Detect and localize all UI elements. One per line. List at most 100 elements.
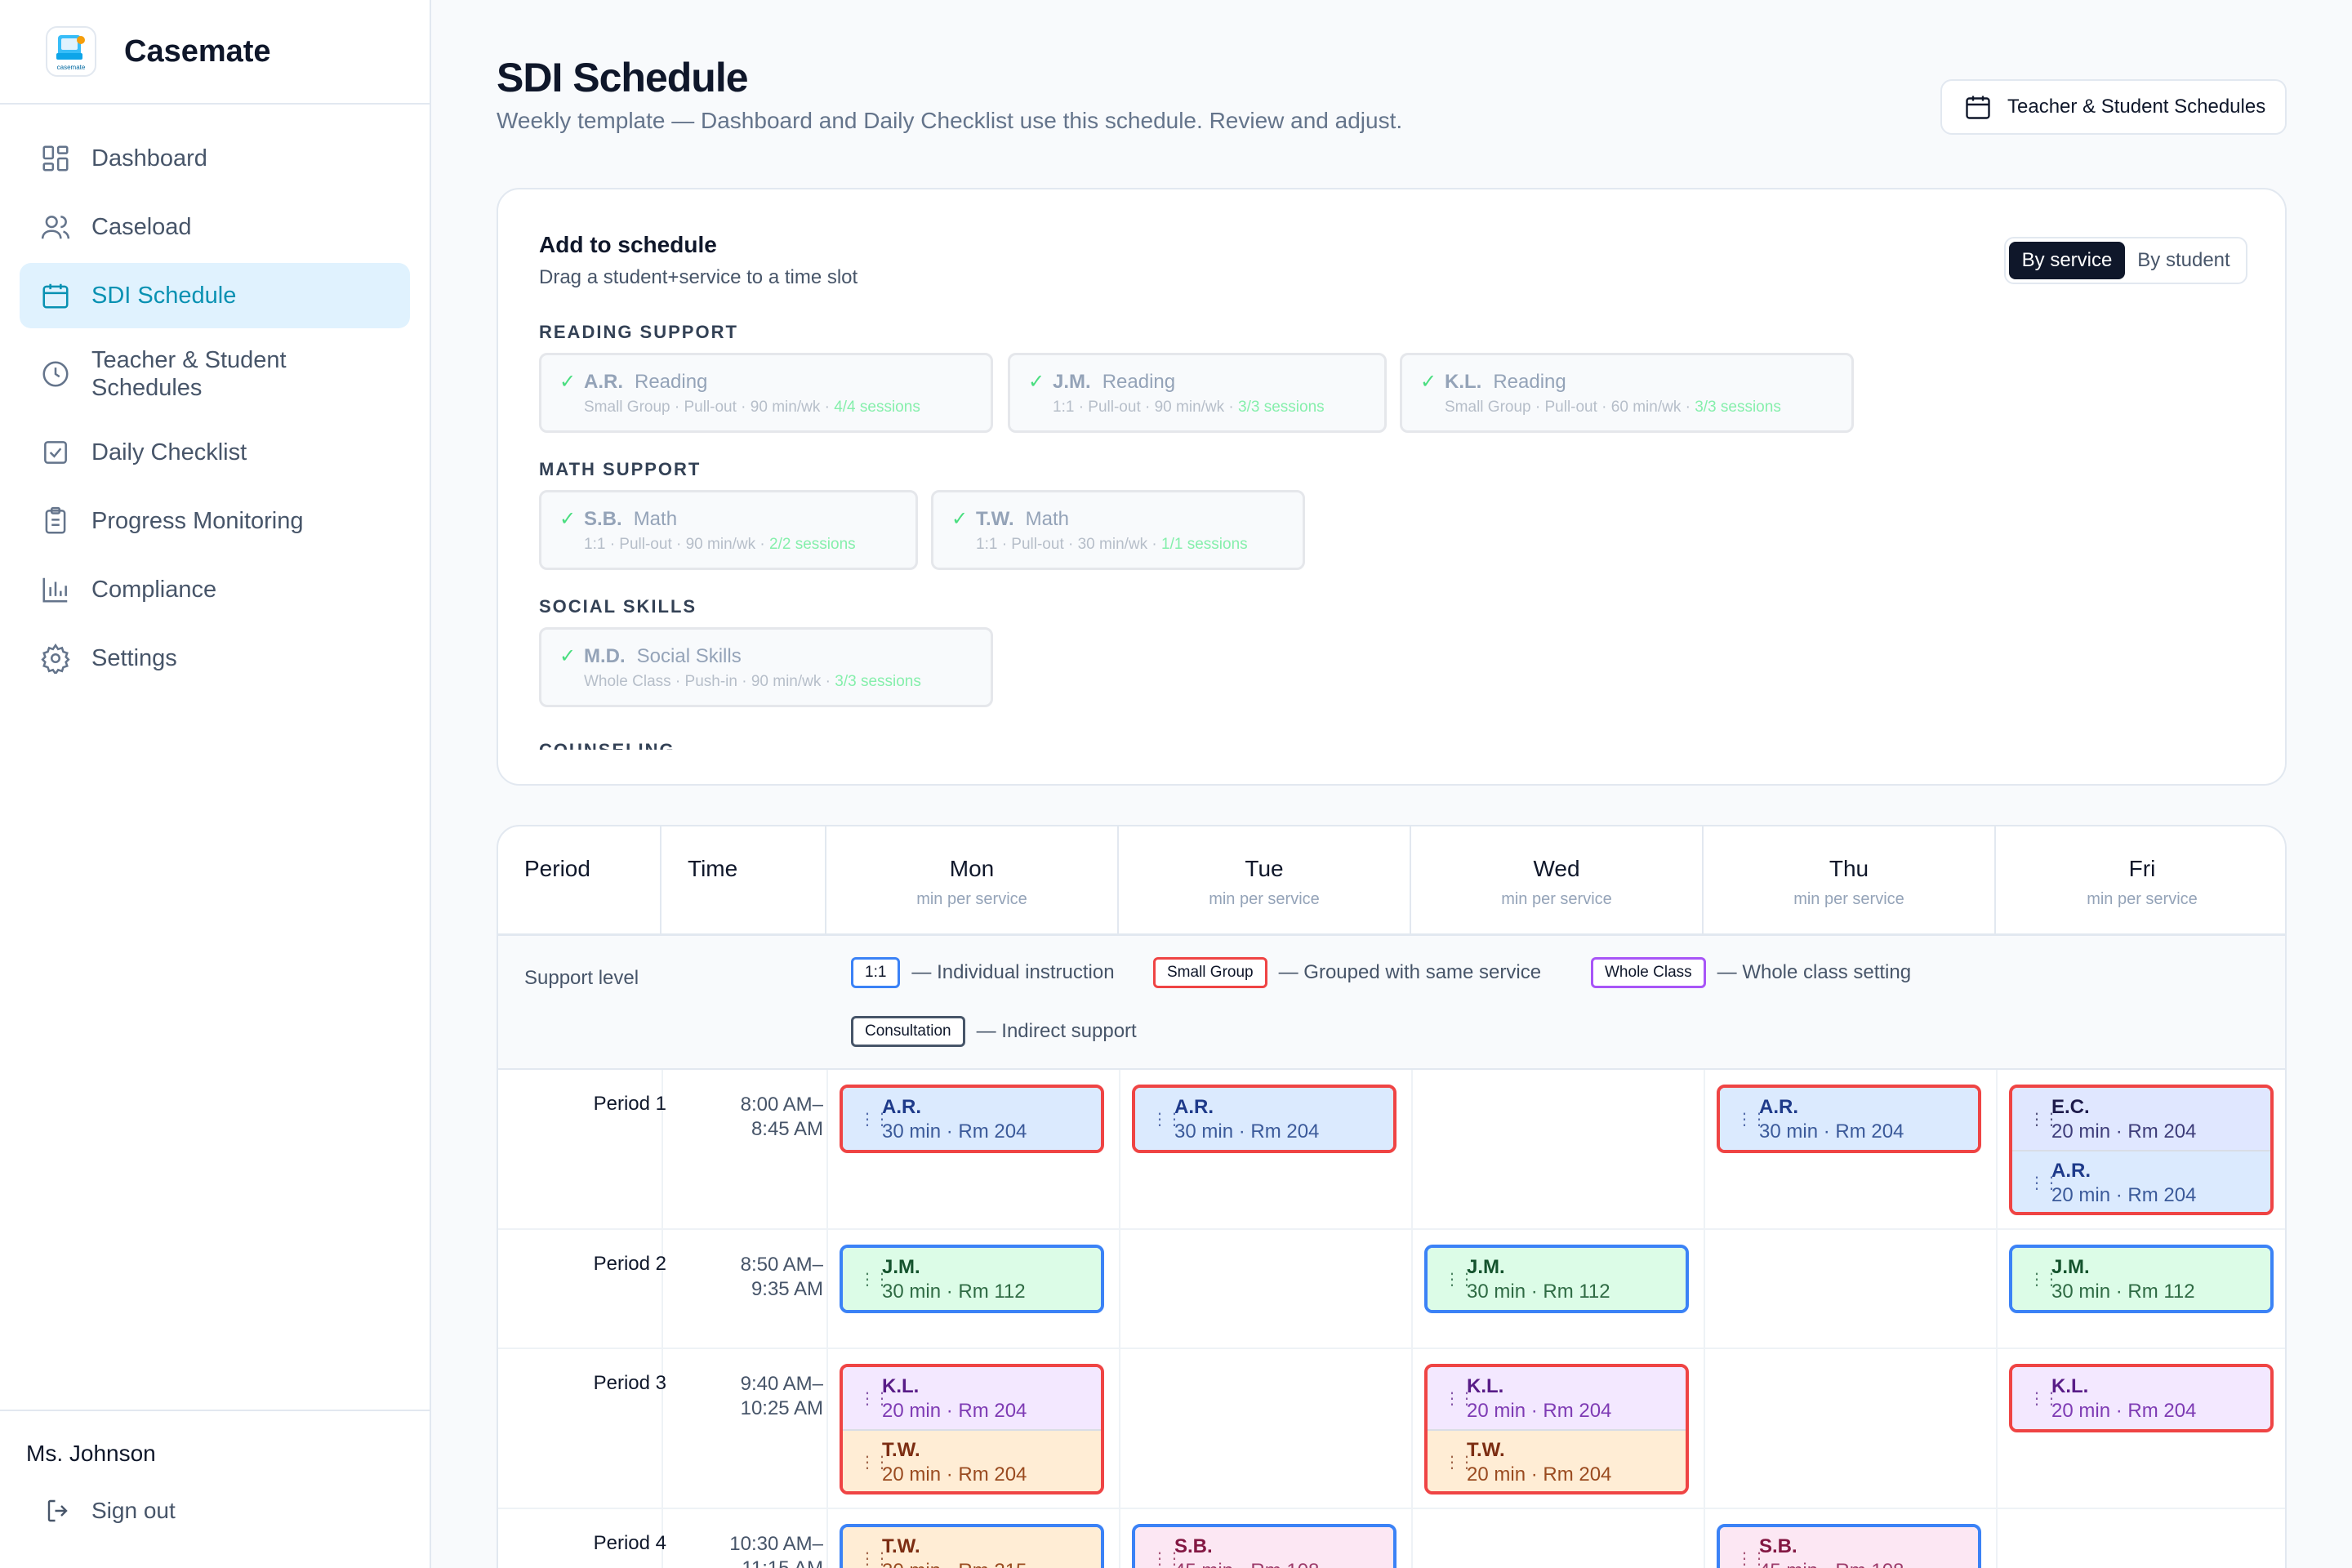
- entry-detail: 20 min · Rm 204: [2051, 1120, 2197, 1143]
- legend-whole-class: Whole Class — Whole class setting: [1591, 957, 1911, 988]
- service-chip[interactable]: ✓ J.M. Reading 1:1 · Pull-out · 90 min/wk …: [1008, 353, 1387, 433]
- sidebar-item-dashboard[interactable]: Dashboard: [20, 126, 410, 191]
- sidebar-item-compliance[interactable]: Compliance: [20, 557, 410, 622]
- chip-meta: 1:1 · Pull-out · 90 min/wk ·: [1053, 399, 1234, 416]
- teacher-student-schedules-button[interactable]: Teacher & Student Schedules: [1940, 79, 2287, 135]
- schedule-slot[interactable]: ⋮⋮ A.R. 30 min · Rm 204: [1717, 1085, 1981, 1153]
- tag-whole-class: Whole Class: [1591, 957, 1706, 988]
- check-icon: ✓: [559, 508, 577, 530]
- day-sub: min per service: [916, 890, 1027, 908]
- app-name: Casemate: [124, 33, 271, 69]
- slot-entry[interactable]: ⋮⋮ K.L. 20 min · Rm 204: [2012, 1367, 2270, 1429]
- calendar-icon: [39, 279, 72, 312]
- entry-detail: 20 min · Rm 204: [1467, 1400, 1612, 1422]
- slot-entry[interactable]: ⋮⋮ A.R. 30 min · Rm 204: [1135, 1088, 1393, 1150]
- time-start: 8:00 AM–: [740, 1094, 823, 1116]
- day-name: Wed: [1533, 856, 1580, 881]
- sign-out-button[interactable]: Sign out: [26, 1496, 430, 1526]
- schedule-slot[interactable]: ⋮⋮S.B. 45 min · Rm 108: [1132, 1524, 1396, 1568]
- chip-student: T.W.: [976, 507, 1014, 530]
- drag-handle-icon[interactable]: ⋮⋮: [1736, 1550, 1767, 1568]
- legend-consultation: Consultation — Indirect support: [851, 1016, 1137, 1047]
- slot-entry[interactable]: ⋮⋮S.B. 45 min · Rm 108: [1135, 1527, 1393, 1568]
- slot-entry[interactable]: ⋮⋮ A.R. 30 min · Rm 204: [1720, 1088, 1978, 1150]
- entry-detail: 30 min · Rm 215: [882, 1560, 1101, 1568]
- service-chip[interactable]: ✓ A.R. Reading Small Group · Pull-out · 90…: [539, 353, 993, 433]
- slot-entry[interactable]: ⋮⋮S.B. 45 min · Rm 108: [1720, 1527, 1978, 1568]
- time-end: 8:45 AM: [751, 1118, 823, 1140]
- sidebar-item-caseload[interactable]: Caseload: [20, 194, 410, 260]
- calendar-icon: [1966, 96, 1990, 119]
- legend-individual: 1:1 — Individual instruction: [851, 957, 1115, 988]
- slot-entry[interactable]: ⋮⋮T.W. 30 min · Rm 215: [843, 1527, 1101, 1568]
- drag-handle-icon[interactable]: ⋮⋮: [2029, 1111, 2060, 1129]
- time-end: 10:25 AM: [740, 1397, 823, 1419]
- sidebar-item-sdi-schedule[interactable]: SDI Schedule: [20, 263, 410, 328]
- slot-entry[interactable]: ⋮⋮ K.L. 20 min · Rm 204: [1428, 1367, 1686, 1429]
- slot-entry[interactable]: ⋮⋮ T.W. 20 min · Rm 204: [843, 1429, 1101, 1491]
- sidebar-item-teacher-student-schedules[interactable]: Teacher & Student Schedules: [20, 332, 410, 416]
- sidebar-item-label: Compliance: [91, 577, 217, 603]
- app-logo[interactable]: casemate: [46, 26, 96, 77]
- schedule-slot[interactable]: ⋮⋮ A.R. 30 min · Rm 204: [840, 1085, 1104, 1153]
- chip-sessions: 4/4 sessions: [834, 399, 920, 416]
- legend-desc: — Indirect support: [976, 1020, 1137, 1042]
- slot-entry[interactable]: ⋮⋮ J.M. 30 min · Rm 112: [2012, 1248, 2270, 1310]
- sidebar-item-daily-checklist[interactable]: Daily Checklist: [20, 420, 410, 485]
- entry-student: K.L.: [2051, 1375, 2089, 1397]
- schedule-slot[interactable]: ⋮⋮ E.C. 20 min · Rm 204 ⋮⋮ A.R. 20 min · Rm …: [2009, 1085, 2274, 1215]
- drag-handle-icon[interactable]: ⋮⋮: [2029, 1174, 2060, 1192]
- drag-handle-icon[interactable]: ⋮⋮: [1444, 1271, 1475, 1289]
- drag-handle-icon[interactable]: ⋮⋮: [859, 1390, 890, 1408]
- day-name: Mon: [949, 856, 995, 881]
- drag-handle-icon[interactable]: ⋮⋮: [2029, 1271, 2060, 1289]
- schedule-slot[interactable]: ⋮⋮ K.L. 20 min · Rm 204: [2009, 1364, 2274, 1432]
- entry-detail: 30 min · Rm 204: [882, 1120, 1027, 1143]
- period-row: Period 4 10:30 AM–11:15 AM ⋮⋮T.W.30 min …: [498, 1509, 2285, 1568]
- drag-handle-icon[interactable]: ⋮⋮: [2029, 1390, 2060, 1408]
- drag-handle-icon[interactable]: ⋮⋮: [859, 1271, 890, 1289]
- sidebar-item-progress-monitoring[interactable]: Progress Monitoring: [20, 488, 410, 554]
- drag-handle-icon[interactable]: ⋮⋮: [1152, 1111, 1183, 1129]
- service-chip[interactable]: ✓ T.W. Math 1:1 · Pull-out · 30 min/wk · 1…: [931, 490, 1305, 570]
- slot-entry[interactable]: ⋮⋮ K.L. 20 min · Rm 204: [843, 1367, 1101, 1429]
- slot-entry[interactable]: ⋮⋮ T.W. 20 min · Rm 204: [1428, 1429, 1686, 1491]
- drag-handle-icon[interactable]: ⋮⋮: [859, 1550, 890, 1568]
- schedule-slot[interactable]: ⋮⋮S.B. 45 min · Rm 108: [1717, 1524, 1981, 1568]
- chip-sessions: 1/1 sessions: [1161, 536, 1248, 553]
- slot-entry[interactable]: ⋮⋮ J.M. 30 min · Rm 112: [843, 1248, 1101, 1310]
- entry-detail: 20 min · Rm 204: [882, 1400, 1027, 1422]
- legend-desc: — Whole class setting: [1717, 961, 1912, 983]
- drag-handle-icon[interactable]: ⋮⋮: [1736, 1111, 1767, 1129]
- toggle-by-service[interactable]: By service: [2009, 242, 2125, 279]
- schedule-slot[interactable]: ⋮⋮ K.L. 20 min · Rm 204 ⋮⋮ T.W. 20 min · Rm …: [840, 1364, 1104, 1494]
- slot-entry[interactable]: ⋮⋮ J.M. 30 min · Rm 112: [1428, 1248, 1686, 1310]
- service-chip[interactable]: ✓ K.L. Reading Small Group · Pull-out · 60…: [1400, 353, 1854, 433]
- entry-detail: 20 min · Rm 204: [2051, 1184, 2197, 1206]
- drag-handle-icon[interactable]: ⋮⋮: [1444, 1390, 1475, 1408]
- sidebar-item-settings[interactable]: Settings: [20, 626, 410, 691]
- schedule-slot[interactable]: ⋮⋮ J.M. 30 min · Rm 112: [840, 1245, 1104, 1313]
- chip-student: A.R.: [584, 370, 623, 393]
- slot-entry[interactable]: ⋮⋮ A.R. 20 min · Rm 204: [2012, 1150, 2270, 1212]
- schedule-slot[interactable]: ⋮⋮ K.L. 20 min · Rm 204 ⋮⋮ T.W. 20 min · Rm …: [1424, 1364, 1689, 1494]
- service-chip[interactable]: ✓ M.D. Social Skills Whole Class · Push-in…: [539, 627, 993, 707]
- legend-small-group: Small Group — Grouped with same service: [1153, 957, 1541, 988]
- drag-handle-icon[interactable]: ⋮⋮: [1444, 1454, 1475, 1472]
- schedule-slot[interactable]: ⋮⋮ J.M. 30 min · Rm 112: [2009, 1245, 2274, 1313]
- slot-entry[interactable]: ⋮⋮ A.R. 30 min · Rm 204: [843, 1088, 1101, 1150]
- toggle-by-student[interactable]: By student: [2137, 249, 2230, 271]
- schedule-slot[interactable]: ⋮⋮ J.M. 30 min · Rm 112: [1424, 1245, 1689, 1313]
- entry-student: J.M.: [882, 1256, 920, 1278]
- drag-handle-icon[interactable]: ⋮⋮: [859, 1454, 890, 1472]
- period-row: Period 3 9:40 AM– 10:25 AM ⋮⋮ K.L. 20 min ·…: [498, 1349, 2285, 1509]
- schedule-slot[interactable]: ⋮⋮ A.R. 30 min · Rm 204: [1132, 1085, 1396, 1153]
- service-chip[interactable]: ✓ S.B. Math 1:1 · Pull-out · 90 min/wk · 2…: [539, 490, 918, 570]
- schedule-slot[interactable]: ⋮⋮T.W. 30 min · Rm 215: [840, 1524, 1104, 1568]
- drag-handle-icon[interactable]: ⋮⋮: [859, 1111, 890, 1129]
- slot-entry[interactable]: ⋮⋮ E.C. 20 min · Rm 204: [2012, 1088, 2270, 1150]
- entry-detail: 30 min · Rm 112: [882, 1281, 1026, 1303]
- day-name: Tue: [1245, 856, 1284, 881]
- drag-handle-icon[interactable]: ⋮⋮: [1152, 1550, 1183, 1568]
- entry-detail: 45 min · Rm 108: [1174, 1560, 1393, 1568]
